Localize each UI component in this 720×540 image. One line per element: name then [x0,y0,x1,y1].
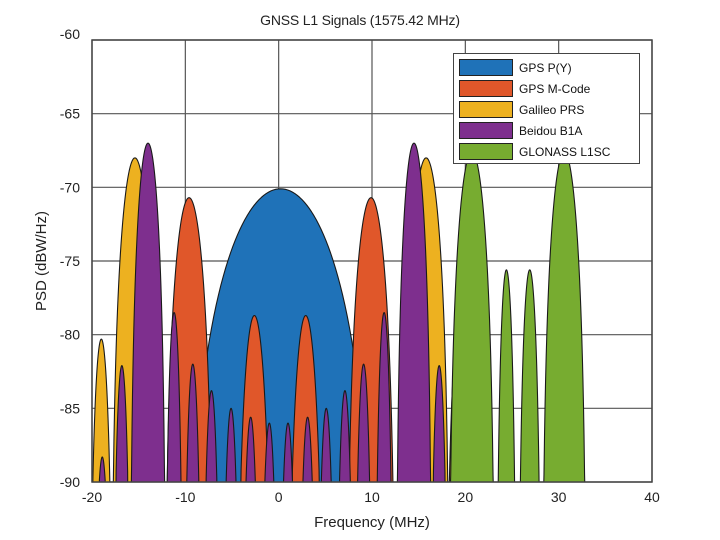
y-tick-label: -80 [60,327,80,343]
y-tick-label: -70 [60,179,80,195]
x-tick-label: 30 [551,489,567,505]
y-tick-label: -75 [60,253,80,269]
x-tick-label: 40 [644,489,660,505]
legend-swatch-gps-py [459,59,513,76]
y-axis-label: PSD (dBW/Hz) [33,211,50,311]
legend-swatch-glonass-l1sc [459,143,513,160]
legend-label: Galileo PRS [519,102,585,117]
chart-title: GNSS L1 Signals (1575.42 MHz) [260,12,460,28]
x-tick-label: -10 [175,489,195,505]
x-tick-label: 0 [275,489,283,505]
series-glonass-l1sc [449,151,586,482]
y-tick-label: -65 [60,106,80,122]
legend-item-glonass-l1sc: GLONASS L1SC [459,142,610,161]
x-tick-label: 10 [364,489,380,505]
x-tick-label: -20 [82,489,102,505]
y-tick-label: -60 [60,26,80,42]
x-tick-label: 20 [458,489,474,505]
legend-swatch-galileo-prs [459,101,513,118]
series-areas [92,142,586,482]
legend-item-beidou-b1a: Beidou B1A [459,121,582,140]
y-tick-labels: -60 -65 -70 -75 -80 -85 -90 [60,26,80,490]
legend-item-galileo-prs: Galileo PRS [459,100,584,119]
y-tick-label: -85 [60,400,80,416]
legend: GPS P(Y) GPS M-Code Galileo PRS Beidou B… [453,53,640,164]
axes-frame [91,39,653,483]
x-axis-label: Frequency (MHz) [314,514,430,531]
legend-label: GLONASS L1SC [519,144,611,159]
legend-swatch-beidou-b1a [459,122,513,139]
legend-swatch-gps-mcode [459,80,513,97]
legend-label: GPS P(Y) [519,60,572,75]
legend-item-gps-py: GPS P(Y) [459,58,572,77]
legend-item-gps-mcode: GPS M-Code [459,79,590,98]
legend-label: GPS M-Code [519,81,591,96]
y-tick-label: -90 [60,474,80,490]
legend-label: Beidou B1A [519,123,583,138]
series-gps-p-y- [193,188,368,482]
series-beidou-b1a [98,142,446,482]
x-tick-labels: -20 -10 0 10 20 30 40 [82,489,660,505]
series-gps-m-code [166,197,394,482]
